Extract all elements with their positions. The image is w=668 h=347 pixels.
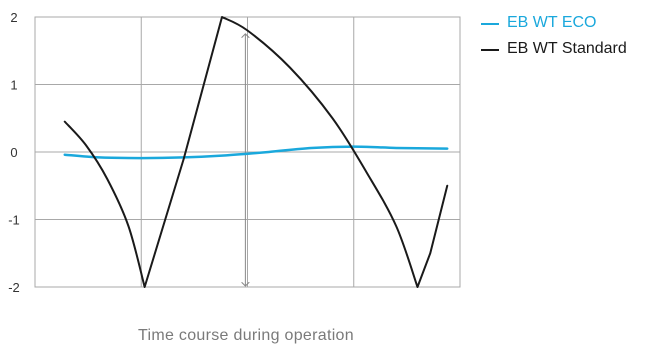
legend-label-eco: EB WT ECO: [507, 14, 597, 31]
y-tick-label: 2: [10, 10, 17, 25]
legend-label-standard: EB WT Standard: [507, 40, 627, 57]
legend: EB WT ECO EB WT Standard: [481, 10, 627, 62]
y-tick-label: 1: [10, 78, 17, 93]
y-tick-label: -2: [8, 280, 20, 295]
legend-swatch-eco: [481, 23, 499, 25]
grid: [34, 16, 461, 288]
series-lines: [63, 16, 449, 288]
y-tick-labels: 2 1 0 -1 -2: [8, 10, 20, 295]
legend-item-standard: EB WT Standard: [481, 36, 627, 62]
legend-swatch-standard: [481, 49, 499, 51]
y-tick-label: 0: [10, 145, 17, 160]
x-axis-label: Time course during operation: [138, 327, 354, 344]
series-line-standard: [63, 16, 449, 288]
series-line-eco: [63, 145, 449, 160]
plot-frame: [34, 16, 461, 288]
legend-item-eco: EB WT ECO: [481, 10, 627, 36]
y-tick-label: -1: [8, 213, 20, 228]
